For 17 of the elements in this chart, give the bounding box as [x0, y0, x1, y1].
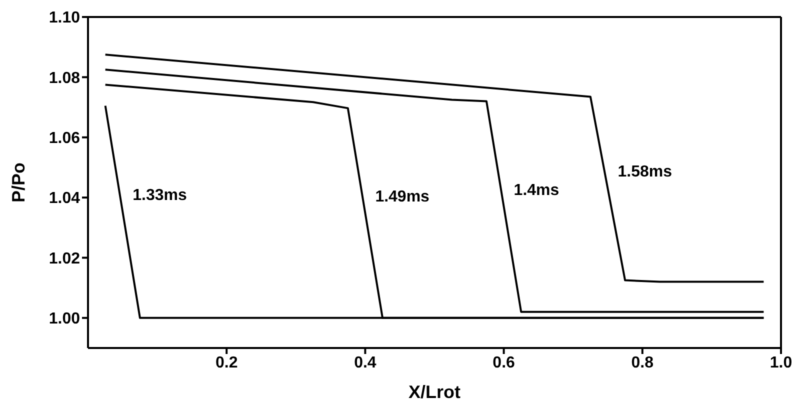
x-tick-label: 0.8 [631, 354, 654, 372]
y-tick-label: 1.04 [48, 190, 80, 208]
x-tick-label: 0.2 [215, 354, 238, 372]
y-tick-label: 1.02 [48, 250, 80, 268]
series-label: 1.33ms [132, 187, 188, 204]
y-tick-label: 1.06 [48, 130, 80, 148]
series-label: 1.4ms [514, 182, 560, 199]
y-tick-label: 1.00 [48, 310, 80, 328]
x-tick-label: 0.4 [354, 354, 376, 372]
y-tick-label: 1.10 [48, 10, 80, 27]
x-tick-label: 1.0 [770, 354, 792, 372]
y-axis-title: P/Po [8, 162, 28, 203]
x-axis-title: X/Lrot [408, 382, 460, 402]
y-tick-label: 1.08 [48, 70, 80, 87]
x-tick-label: 0.6 [492, 354, 516, 372]
series-label: 1.49ms [375, 188, 430, 206]
series-label: 1.58ms [618, 164, 672, 181]
